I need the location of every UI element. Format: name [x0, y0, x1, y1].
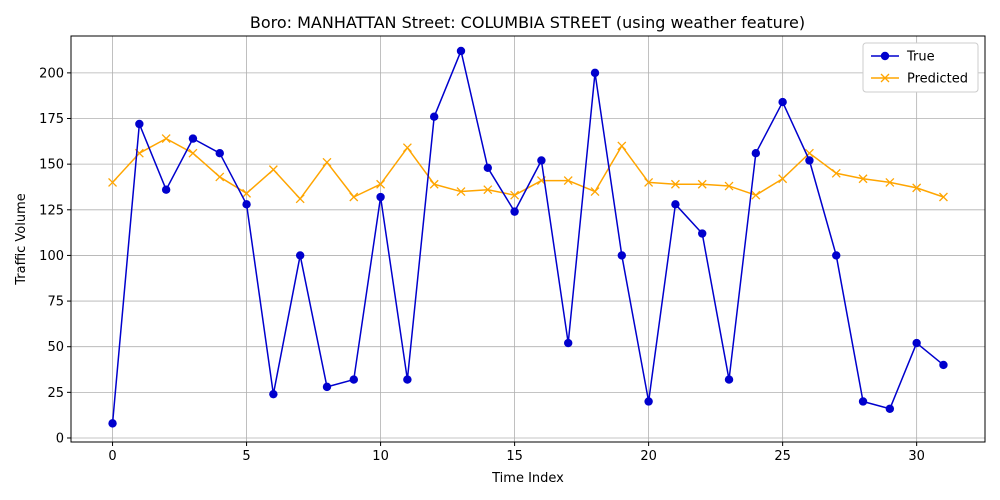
data-point-predicted	[456, 187, 466, 196]
x-tick-label: 0	[108, 449, 116, 464]
x-tick-label: 20	[640, 449, 657, 464]
data-point-predicted	[376, 179, 386, 189]
data-point-predicted	[724, 181, 734, 191]
x-axis-label: Time Index	[491, 471, 564, 486]
series-layer	[108, 46, 948, 428]
y-tick-label: 100	[39, 249, 64, 264]
data-point-true	[751, 148, 761, 158]
data-point-true	[456, 46, 466, 56]
data-point-true	[429, 112, 439, 121]
series-true	[108, 46, 948, 428]
x-tick-label: 30	[908, 449, 925, 464]
x-tick-label: 25	[774, 449, 791, 464]
y-tick-label: 125	[39, 203, 64, 218]
series-line-true	[111, 50, 944, 424]
data-point-predicted	[617, 141, 627, 151]
data-point-predicted	[349, 192, 359, 202]
legend-item-true: True	[871, 50, 935, 65]
x-tick-label: 10	[372, 449, 389, 464]
data-point-predicted	[751, 190, 761, 200]
data-point-true	[161, 185, 171, 194]
data-point-predicted	[402, 143, 412, 153]
data-point-predicted	[483, 185, 493, 195]
data-point-true	[858, 397, 868, 406]
data-point-true	[617, 251, 627, 260]
legend-marker-true	[880, 51, 890, 61]
y-axis-label: Traffic Volume	[14, 193, 29, 286]
data-point-true	[510, 207, 519, 216]
y-tick-label: 150	[39, 158, 64, 173]
data-point-true	[242, 200, 251, 209]
data-point-true	[590, 68, 600, 78]
x-axis-ticks: 0 5 10 15 20 25 30	[108, 442, 925, 464]
plot-frame	[70, 35, 986, 443]
data-point-predicted	[670, 179, 680, 189]
data-point-predicted	[510, 190, 520, 200]
data-point-true	[483, 163, 492, 173]
data-point-true	[376, 192, 385, 202]
series-predicted	[108, 134, 948, 204]
y-tick-label: 25	[47, 386, 64, 401]
data-point-predicted	[563, 176, 573, 186]
data-point-true	[349, 375, 358, 384]
data-point-predicted	[885, 177, 895, 187]
data-point-true	[188, 134, 198, 143]
data-point-true	[403, 375, 412, 384]
data-point-predicted	[429, 179, 439, 189]
legend-label-true: True	[906, 50, 935, 65]
data-point-predicted	[295, 194, 305, 204]
data-point-true	[108, 419, 117, 428]
series-line-predicted	[111, 137, 944, 200]
data-point-predicted	[831, 168, 841, 178]
data-point-predicted	[912, 183, 922, 193]
y-tick-label: 200	[39, 66, 64, 81]
data-point-predicted	[215, 172, 225, 182]
data-point-true	[912, 338, 921, 348]
legend: True Predicted	[862, 42, 979, 93]
data-point-predicted	[322, 157, 332, 167]
y-tick-label: 175	[39, 112, 64, 127]
data-point-true	[671, 200, 680, 209]
data-point-true	[215, 148, 224, 158]
data-point-predicted	[697, 179, 707, 189]
data-point-true	[322, 382, 332, 392]
data-point-predicted	[938, 192, 948, 202]
y-axis-ticks: 0 25 50 75 100 125 150 175 200	[39, 66, 71, 446]
y-tick-label: 50	[47, 340, 64, 355]
data-point-true	[724, 375, 734, 384]
data-point-predicted	[590, 187, 600, 196]
data-point-predicted	[242, 188, 252, 198]
data-point-true	[885, 404, 895, 413]
data-point-true	[564, 338, 573, 348]
y-tick-label: 75	[47, 295, 64, 310]
x-tick-label: 5	[242, 449, 250, 464]
data-point-true	[778, 97, 787, 107]
chart-title: Boro: MANHATTAN Street: COLUMBIA STREET …	[250, 13, 805, 32]
y-tick-label: 0	[56, 431, 64, 446]
data-point-predicted	[778, 174, 788, 184]
data-point-true	[805, 156, 814, 165]
data-point-true	[644, 397, 653, 406]
data-point-true	[537, 156, 546, 165]
data-point-true	[832, 251, 841, 260]
data-point-predicted	[188, 148, 198, 158]
data-point-predicted	[268, 165, 278, 175]
x-tick-label: 15	[506, 449, 523, 464]
legend-marker-predicted	[880, 73, 890, 83]
data-point-true	[939, 360, 948, 370]
data-point-predicted	[644, 177, 654, 187]
data-point-true	[698, 229, 707, 238]
legend-label-predicted: Predicted	[907, 72, 968, 87]
data-point-predicted	[858, 174, 868, 184]
data-point-true	[269, 389, 278, 399]
data-point-predicted	[161, 134, 171, 144]
data-point-true	[135, 119, 144, 129]
legend-item-predicted: Predicted	[871, 72, 968, 87]
data-point-predicted	[108, 177, 118, 187]
data-point-true	[295, 251, 305, 260]
